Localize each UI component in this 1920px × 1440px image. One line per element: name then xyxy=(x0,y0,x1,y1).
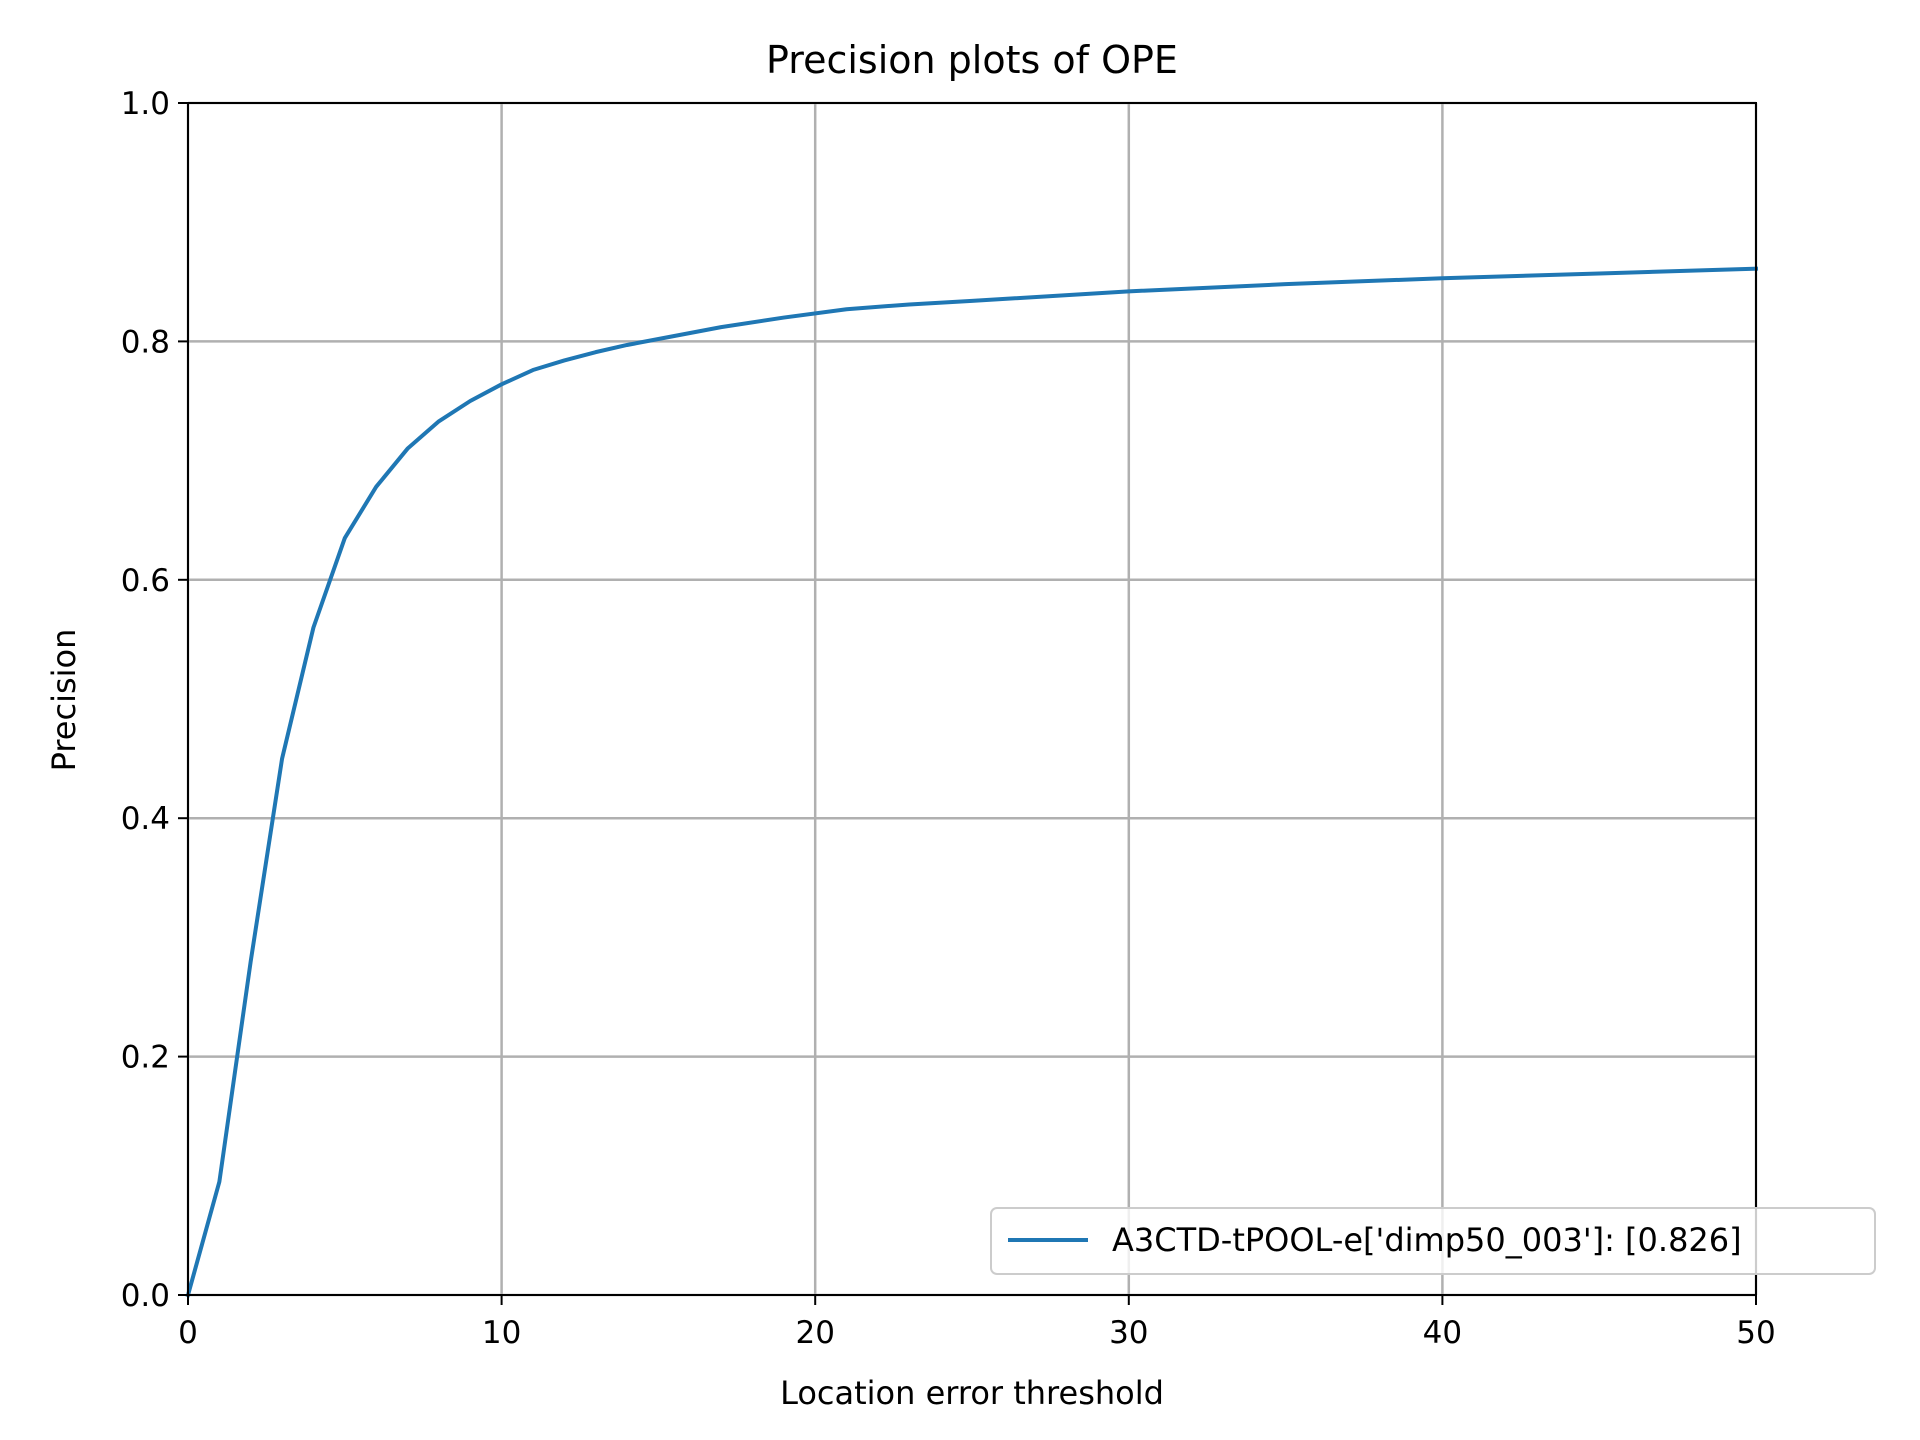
x-tick-label: 50 xyxy=(1736,1315,1775,1351)
x-tick-label: 40 xyxy=(1423,1315,1462,1351)
x-axis-ticks: 0 10 20 30 40 50 xyxy=(178,1295,1776,1351)
plot-frame xyxy=(187,102,1757,1296)
y-axis-ticks: 0.0 0.2 0.4 0.6 0.8 1.0 xyxy=(121,86,188,1314)
x-tick-label: 0 xyxy=(178,1315,198,1351)
x-axis-label: Location error threshold xyxy=(780,1374,1164,1412)
y-axis-label: Precision xyxy=(45,629,83,772)
x-tick-label: 20 xyxy=(795,1315,834,1351)
y-tick-label: 0.8 xyxy=(121,324,170,360)
legend-entry-label: A3CTD-tPOOL-e['dimp50_003']: [0.826] xyxy=(1112,1221,1742,1259)
y-tick-label: 1.0 xyxy=(121,86,170,122)
series-line-0 xyxy=(185,266,1759,1298)
chart-title: Precision plots of OPE xyxy=(766,38,1178,82)
y-tick-label: 0.2 xyxy=(121,1040,170,1076)
series-layer xyxy=(185,266,1759,1298)
x-tick-label: 10 xyxy=(482,1315,521,1351)
y-tick-label: 0.0 xyxy=(121,1278,170,1314)
y-tick-label: 0.6 xyxy=(121,563,170,599)
y-tick-label: 0.4 xyxy=(121,801,170,837)
legend-box xyxy=(990,1207,1876,1275)
grid-lines xyxy=(186,101,1758,1297)
x-tick-label: 30 xyxy=(1109,1315,1148,1351)
legend: A3CTD-tPOOL-e['dimp50_003']: [0.826] xyxy=(990,1207,1876,1275)
